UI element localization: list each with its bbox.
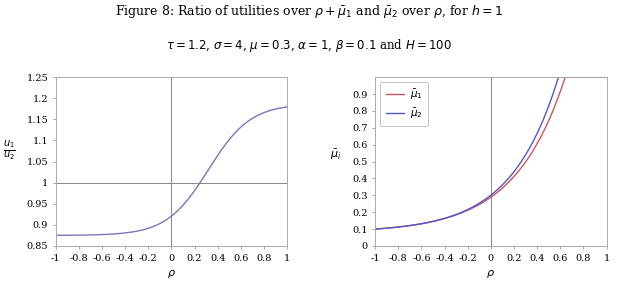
$\bar{\mu}_1$ — [470, 206, 478, 209]
Legend: $\bar{\mu}_1$, $\bar{\mu}_2$: $\bar{\mu}_1$, $\bar{\mu}_2$ — [380, 82, 428, 126]
$\bar{\mu}_2$ — [470, 204, 478, 208]
$\bar{\mu}_1$ — [603, 76, 610, 79]
$\bar{\mu}_1$ — [599, 76, 606, 79]
$\bar{\mu}_1$ — [561, 76, 569, 79]
Y-axis label: $\frac{u_1}{u_2}$: $\frac{u_1}{u_2}$ — [3, 138, 16, 162]
X-axis label: $\rho$: $\rho$ — [487, 268, 495, 280]
$\bar{\mu}_1$ — [460, 210, 467, 214]
$\bar{\mu}_2$ — [371, 227, 379, 231]
X-axis label: $\rho$: $\rho$ — [167, 268, 176, 280]
$\bar{\mu}_2$ — [398, 225, 405, 229]
Line: $\bar{\mu}_1$: $\bar{\mu}_1$ — [375, 77, 607, 229]
$\bar{\mu}_2$ — [412, 223, 419, 227]
$\bar{\mu}_1$ — [398, 225, 405, 228]
$\bar{\mu}_1$ — [412, 223, 419, 227]
$\bar{\mu}_2$ — [555, 76, 562, 79]
Text: Figure 8: Ratio of utilities over $\rho + \bar{\mu}_1$ and $\bar{\mu}_2$ over $\: Figure 8: Ratio of utilities over $\rho … — [115, 3, 504, 20]
Line: $\bar{\mu}_2$: $\bar{\mu}_2$ — [375, 77, 607, 229]
$\bar{\mu}_2$ — [599, 76, 606, 79]
Y-axis label: $\bar{\mu}_i$: $\bar{\mu}_i$ — [330, 147, 341, 162]
$\bar{\mu}_2$ — [460, 210, 467, 213]
$\bar{\mu}_1$ — [371, 227, 379, 231]
$\bar{\mu}_2$ — [603, 76, 610, 79]
Text: $\tau = 1.2$, $\sigma = 4$, $\mu = 0.3$, $\alpha = 1$, $\beta = 0.1$ and $H = 10: $\tau = 1.2$, $\sigma = 4$, $\mu = 0.3$,… — [167, 37, 452, 54]
$\bar{\mu}_1$ — [573, 76, 581, 79]
$\bar{\mu}_2$ — [573, 76, 581, 79]
